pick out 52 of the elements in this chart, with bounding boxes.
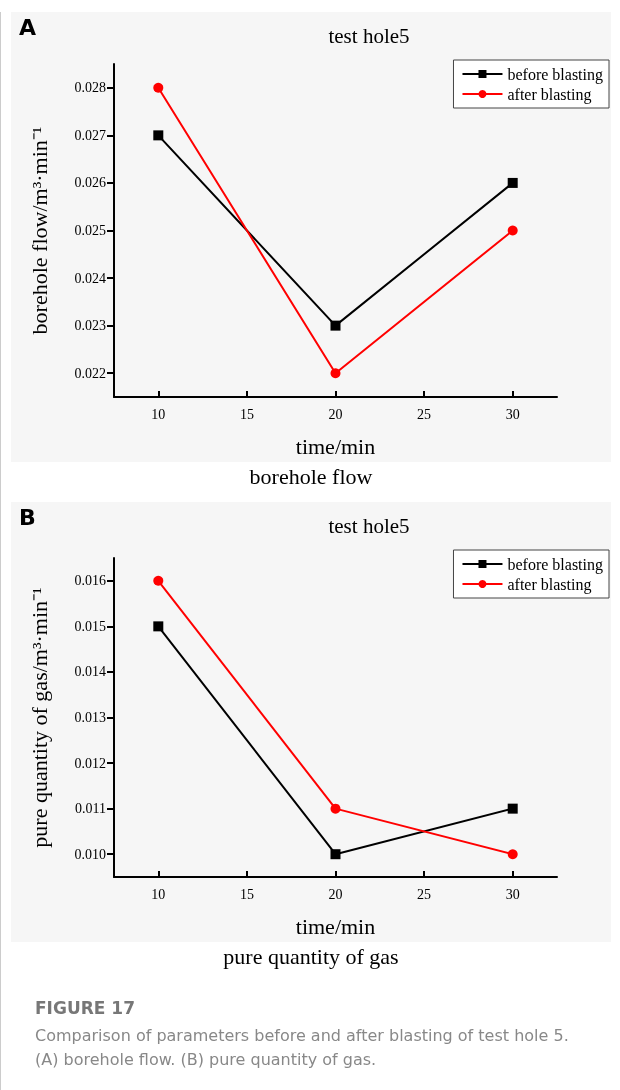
x-tick-label: 25 [417, 886, 432, 902]
x-tick-label: 30 [505, 886, 520, 902]
x-axis-title: time/min [295, 913, 376, 939]
y-axis-title: borehole flow/m³·min⁻¹ [26, 126, 52, 335]
text: Comparison of parameters before and after blasting of test hole 5. (A) borehole flow. (B) pure quantity of gas. [35, 1025, 570, 1071]
text: pure quantity of gas [11, 942, 611, 974]
y-tick-label: 0.010 [74, 846, 106, 862]
x-tick-label: 10 [151, 406, 166, 422]
point [153, 575, 164, 586]
caption: FIGURE 17 [35, 998, 136, 1018]
text: A [19, 14, 37, 40]
x-axis-title: time/min [295, 433, 376, 459]
y-tick-label: 0.013 [74, 710, 106, 725]
y-tick-label: 0.011 [75, 801, 106, 817]
legend-label: before blasting [507, 65, 604, 84]
text: borehole flow [11, 462, 611, 494]
x-tick-label: 20 [328, 406, 343, 422]
y-tick-label: 0.024 [74, 270, 106, 286]
x-tick-label: 25 [417, 406, 432, 422]
y-tick-label: 0.015 [74, 618, 106, 634]
x-tick-label: 10 [151, 886, 166, 902]
point [507, 225, 518, 236]
y-tick-label: 0.016 [74, 573, 106, 589]
y-tick-label: 0.025 [74, 223, 106, 238]
point [330, 320, 341, 331]
point [153, 82, 164, 93]
y-tick-label: 0.023 [74, 318, 106, 334]
legend-label: before blasting [507, 555, 604, 574]
legend-label: after blasting [507, 575, 592, 594]
y-tick-label: 0.012 [74, 755, 106, 771]
x-tick-label: 30 [505, 406, 520, 422]
legend-label: after blasting [507, 85, 592, 104]
y-tick-label: 0.028 [74, 80, 106, 96]
y-tick-label: 0.026 [74, 175, 106, 191]
point [153, 621, 164, 632]
x-tick-label: 20 [328, 886, 343, 902]
y-tick-label: 0.022 [74, 365, 106, 381]
point [507, 177, 518, 188]
x-tick-label: 15 [239, 886, 254, 902]
text: B [19, 504, 36, 530]
point [330, 849, 341, 860]
point [507, 803, 518, 814]
point [153, 130, 164, 141]
point [330, 368, 341, 379]
chart-title: test hole5 [328, 23, 410, 48]
y-axis-title: pure quantity of gas/m³·min⁻¹ [26, 587, 52, 848]
y-tick-label: 0.027 [74, 127, 106, 143]
point [507, 849, 518, 860]
x-tick-label: 15 [239, 406, 254, 422]
y-tick-label: 0.014 [74, 664, 106, 680]
point [330, 803, 341, 814]
chart-title: test hole5 [328, 513, 410, 538]
